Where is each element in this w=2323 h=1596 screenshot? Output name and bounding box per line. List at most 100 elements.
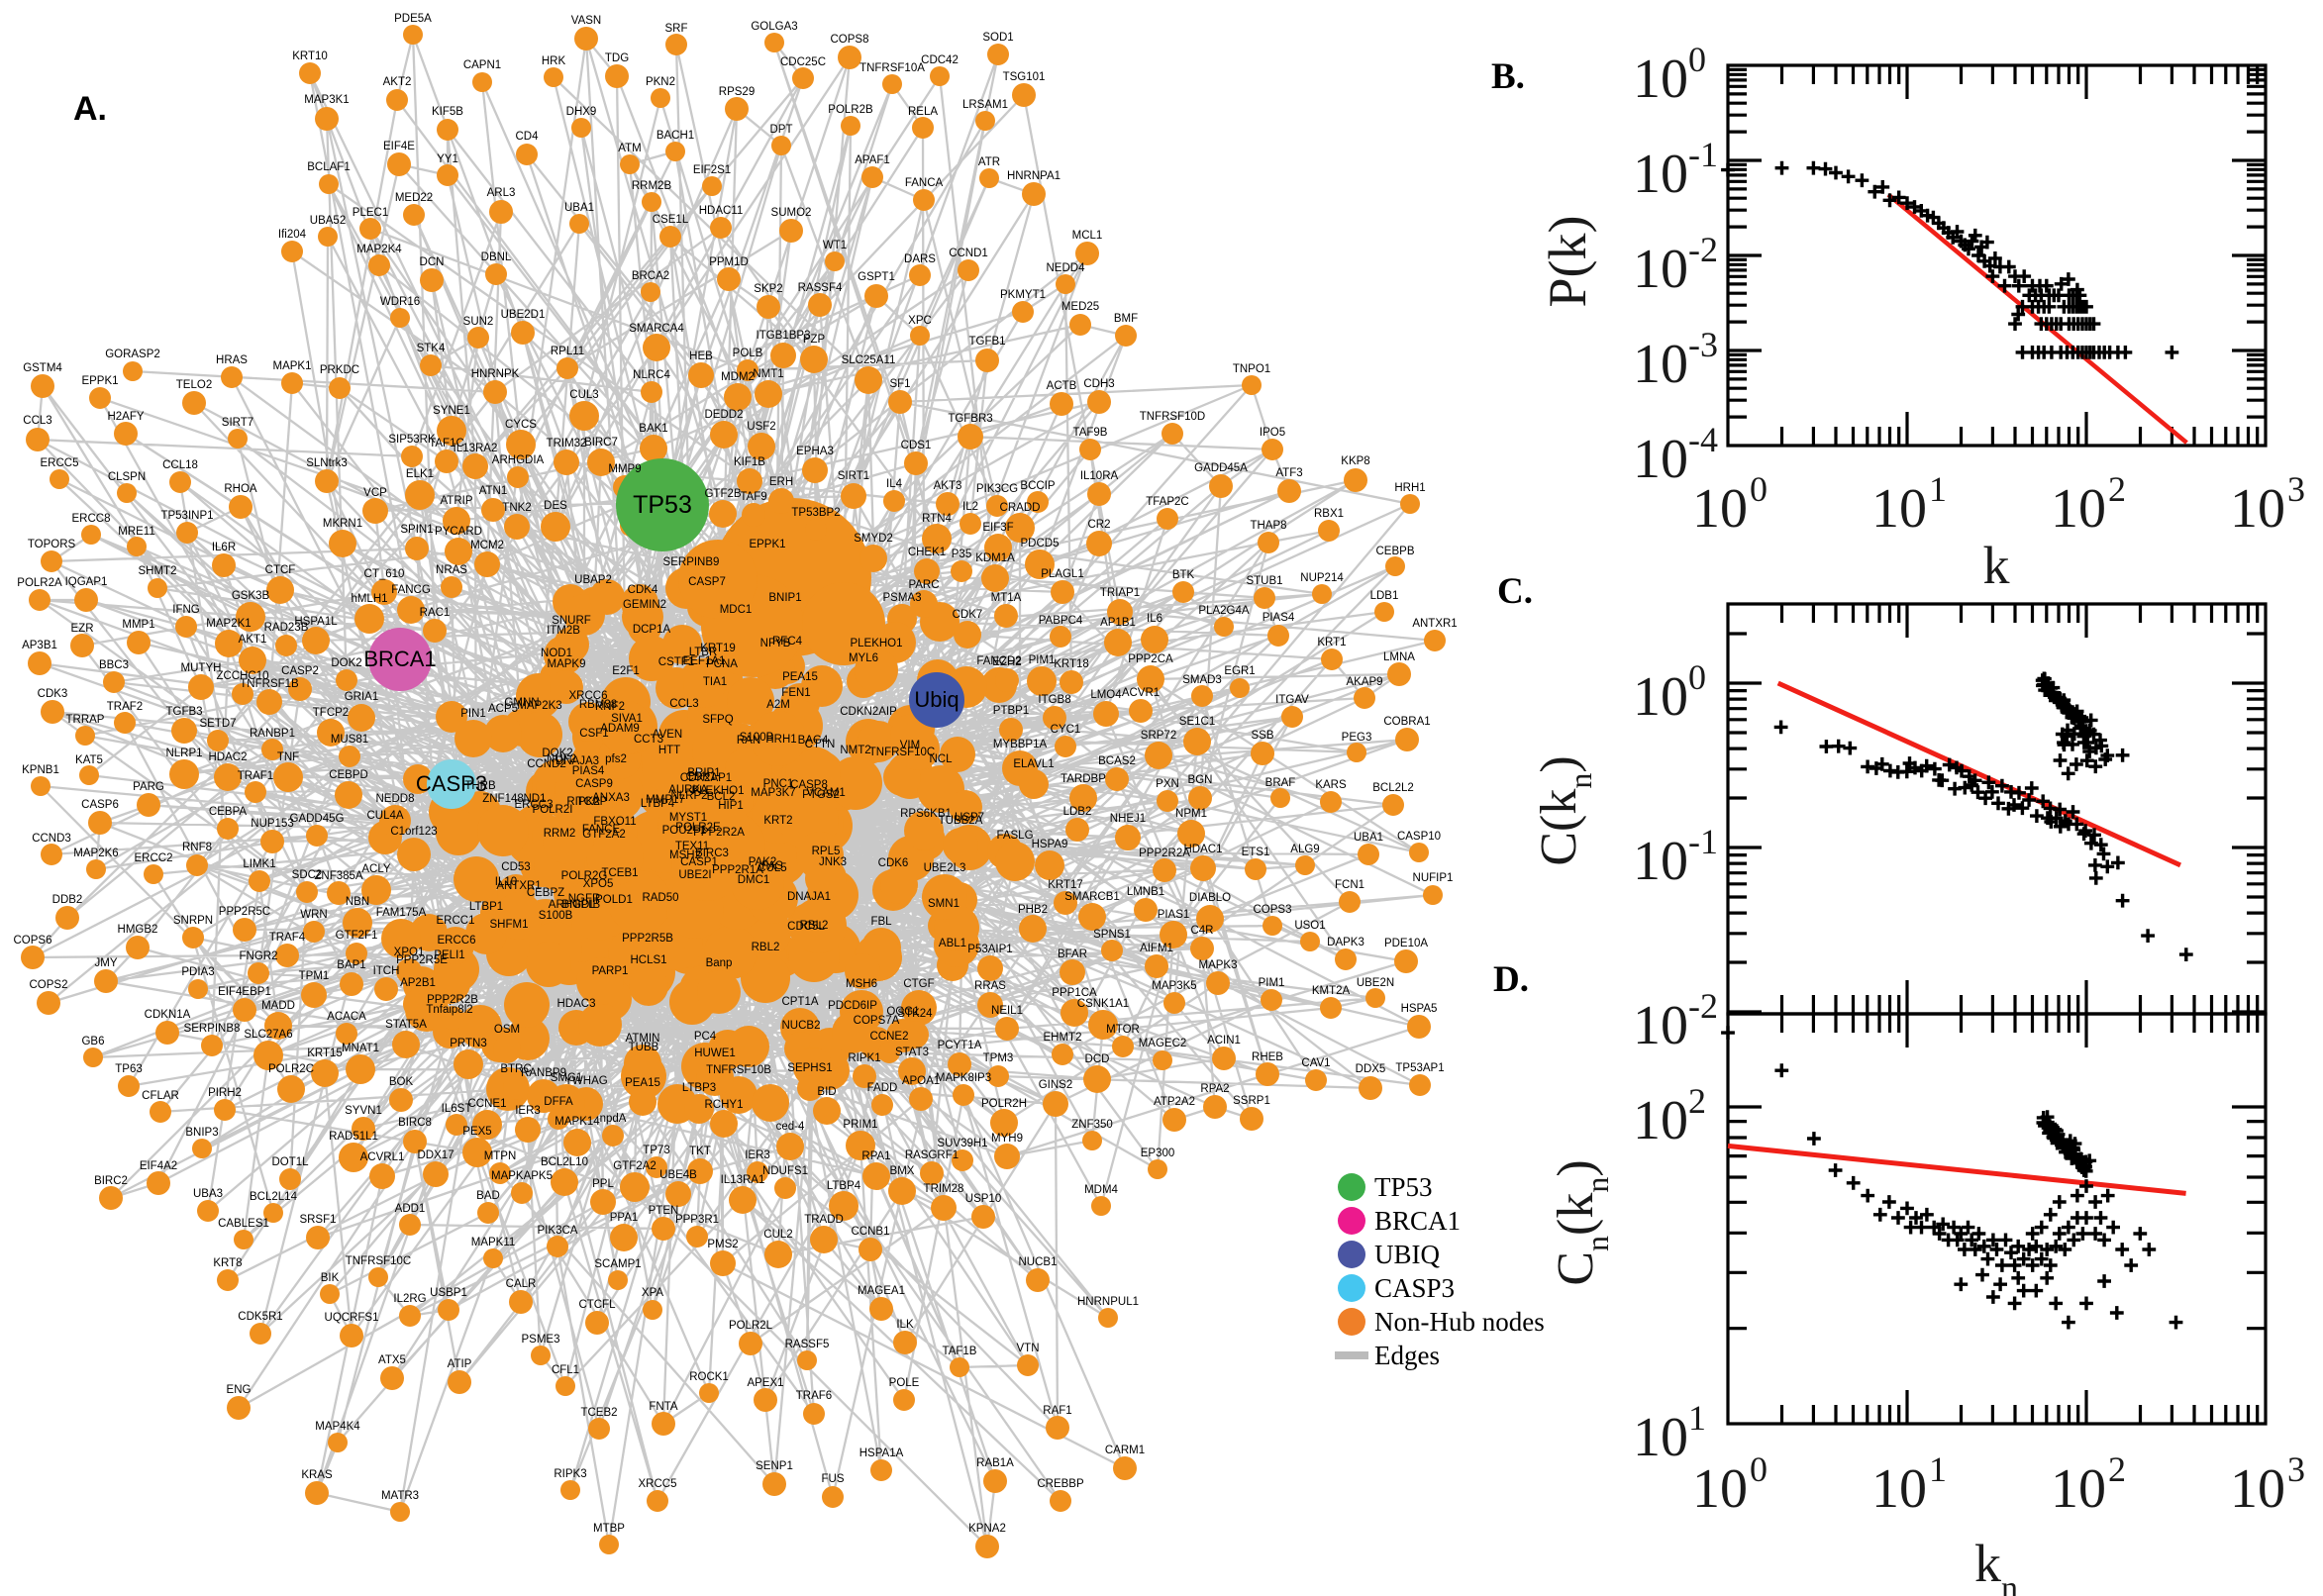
svg-text:CDC5L: CDC5L	[787, 921, 825, 933]
svg-text:GORASP2: GORASP2	[105, 349, 160, 360]
svg-text:DDB2: DDB2	[52, 894, 83, 906]
svg-text:RAB1A: RAB1A	[976, 1457, 1014, 1469]
svg-text:TRAF2: TRAF2	[107, 701, 143, 713]
svg-text:PPP2R2A: PPP2R2A	[1139, 848, 1190, 859]
svg-text:10: 10	[1633, 49, 1688, 110]
svg-text:CARM1: CARM1	[1105, 1445, 1145, 1456]
svg-text:SHFM1: SHFM1	[490, 919, 529, 931]
svg-text:SIVA1: SIVA1	[611, 713, 643, 725]
svg-text:SCAMP1: SCAMP1	[594, 1258, 641, 1270]
svg-text:SPNS1: SPNS1	[1093, 929, 1131, 941]
svg-text:HEB: HEB	[689, 350, 713, 362]
svg-text:BCL2L2: BCL2L2	[1372, 782, 1414, 794]
svg-text:MSH2: MSH2	[669, 849, 701, 861]
svg-text:CCND1: CCND1	[949, 248, 988, 259]
svg-text:PPL: PPL	[592, 1178, 614, 1190]
svg-text:CALR: CALR	[506, 1278, 537, 1290]
svg-text:BNIP3: BNIP3	[185, 1127, 218, 1139]
svg-text:NDUFS1: NDUFS1	[762, 1165, 808, 1177]
svg-text:MKRN1: MKRN1	[323, 518, 362, 530]
svg-text:RASGRF1: RASGRF1	[905, 1149, 959, 1161]
svg-text:TP53: TP53	[1374, 1172, 1433, 1202]
svg-text:FADD: FADD	[867, 1082, 898, 1094]
svg-text:KRT10: KRT10	[292, 50, 328, 62]
svg-text:GSTM4: GSTM4	[23, 362, 62, 374]
svg-text:SSRP1: SSRP1	[1233, 1095, 1270, 1107]
svg-text:EZR: EZR	[71, 623, 94, 635]
svg-text:IQGAP1: IQGAP1	[65, 576, 108, 588]
svg-text:CDH3: CDH3	[1083, 378, 1114, 390]
svg-text:S100B: S100B	[740, 732, 774, 744]
svg-text:A2M: A2M	[766, 699, 790, 711]
svg-text:POLR2H: POLR2H	[981, 1098, 1027, 1110]
svg-text:TP53INP1: TP53INP1	[160, 510, 213, 522]
svg-text:RPA1: RPA1	[861, 1150, 890, 1162]
svg-text:STAT3: STAT3	[895, 1047, 929, 1058]
svg-text:NOD1: NOD1	[541, 648, 572, 659]
svg-text:SERPINB9: SERPINB9	[663, 556, 720, 568]
svg-text:TP53AP1: TP53AP1	[1395, 1062, 1444, 1074]
svg-text:RRAS: RRAS	[974, 980, 1006, 992]
svg-text:BCAS2: BCAS2	[1098, 755, 1136, 767]
svg-text:BOK: BOK	[389, 1076, 414, 1088]
svg-text:GINS2: GINS2	[1039, 1079, 1073, 1091]
svg-text:10: 10	[1692, 478, 1748, 540]
svg-text:TAF9B: TAF9B	[1073, 427, 1108, 439]
svg-text:TRIAP1: TRIAP1	[1100, 587, 1140, 599]
svg-text:CAV1: CAV1	[1301, 1057, 1330, 1069]
svg-text:IL2RG: IL2RG	[393, 1293, 426, 1305]
svg-text:ANXA3: ANXA3	[592, 792, 630, 804]
svg-text:YY1: YY1	[437, 153, 458, 165]
svg-text:CASP9: CASP9	[575, 778, 613, 790]
svg-text:ACVR1: ACVR1	[1122, 687, 1160, 699]
svg-text:MADD: MADD	[261, 1000, 295, 1012]
svg-text:IL10: IL10	[495, 876, 517, 888]
svg-text:PLAGL1: PLAGL1	[1041, 568, 1083, 580]
svg-text:AKT2: AKT2	[383, 76, 412, 88]
svg-text:PDIA3: PDIA3	[181, 966, 214, 978]
svg-text:MAP3K5: MAP3K5	[1152, 980, 1196, 992]
svg-text:TNFRSF10B: TNFRSF10B	[706, 1064, 771, 1076]
svg-text:PIM1: PIM1	[1029, 654, 1056, 666]
svg-text:MAGEA1: MAGEA1	[858, 1285, 905, 1297]
svg-text:TSG101: TSG101	[1003, 71, 1046, 83]
svg-text:CHEK1: CHEK1	[908, 547, 946, 558]
svg-text:ITGAV: ITGAV	[1275, 694, 1309, 706]
svg-text:NUCB1: NUCB1	[1019, 1256, 1058, 1268]
svg-text:C4R: C4R	[1190, 925, 1213, 937]
svg-text:VCP: VCP	[363, 487, 387, 499]
svg-text:JMY: JMY	[95, 957, 118, 969]
svg-text:SEPHS1: SEPHS1	[787, 1062, 832, 1074]
svg-text:TFCP2: TFCP2	[313, 707, 349, 719]
svg-text:10: 10	[1633, 1090, 1688, 1151]
svg-text:CDK3: CDK3	[38, 688, 68, 700]
svg-text:MAP2K1: MAP2K1	[206, 618, 251, 630]
svg-text:TNFRSF1B: TNFRSF1B	[240, 678, 299, 690]
svg-text:DIABLO: DIABLO	[1189, 892, 1231, 904]
svg-text:BNIP1: BNIP1	[768, 592, 801, 604]
svg-text:MMP9: MMP9	[608, 463, 641, 475]
svg-text:RCHY1: RCHY1	[705, 1099, 744, 1111]
svg-text:CCNE1: CCNE1	[468, 1098, 507, 1110]
svg-text:TNPO1: TNPO1	[1233, 363, 1270, 375]
svg-text:MUS81: MUS81	[331, 734, 368, 746]
svg-text:SUV39H1: SUV39H1	[937, 1138, 987, 1149]
svg-text:ERCC2: ERCC2	[135, 852, 173, 864]
svg-text:ATP2A2: ATP2A2	[1154, 1096, 1195, 1108]
svg-text:IL6ST: IL6ST	[442, 1103, 472, 1115]
svg-text:SETD7: SETD7	[199, 718, 236, 730]
svg-text:MSH6: MSH6	[846, 978, 877, 990]
svg-text:KRT17: KRT17	[1048, 879, 1083, 891]
svg-text:HSPA1L: HSPA1L	[294, 616, 338, 628]
svg-text:ACVRL1: ACVRL1	[360, 1151, 405, 1163]
svg-text:BIRC2: BIRC2	[94, 1175, 128, 1187]
svg-text:NFYB: NFYB	[760, 638, 791, 649]
svg-text:NPM1: NPM1	[1175, 808, 1207, 820]
svg-text:3: 3	[2287, 1449, 2305, 1489]
svg-text:SYVN1: SYVN1	[345, 1105, 382, 1117]
svg-text:SERPINB8: SERPINB8	[184, 1023, 241, 1035]
svg-text:SENP1: SENP1	[756, 1460, 793, 1472]
svg-text:10: 10	[1633, 1407, 1688, 1468]
svg-text:CDK4: CDK4	[628, 584, 658, 596]
svg-text:TAF1B: TAF1B	[943, 1346, 977, 1357]
